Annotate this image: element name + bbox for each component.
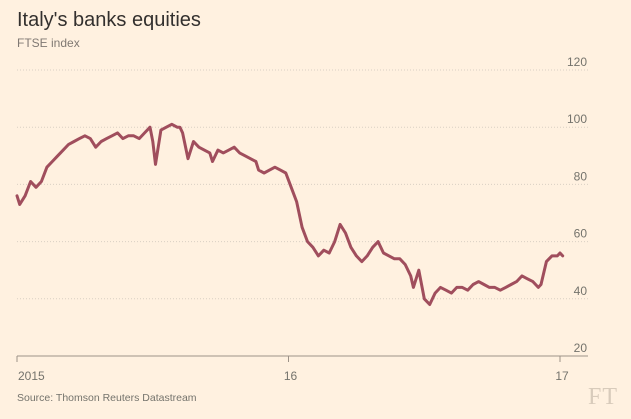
x-tick-label: 17 xyxy=(555,369,569,383)
chart-title: Italy's banks equities xyxy=(17,9,201,31)
y-tick-label: 40 xyxy=(574,284,588,298)
y-tick-label: 100 xyxy=(567,112,587,126)
ft-logo: FT xyxy=(587,384,618,410)
x-tick-label: 16 xyxy=(284,369,298,383)
x-tick-label: 2015 xyxy=(18,369,45,383)
series-line xyxy=(15,122,565,306)
y-tick-label: 60 xyxy=(574,227,588,241)
y-tick-label: 120 xyxy=(567,55,587,69)
y-tick-label: 80 xyxy=(574,169,588,183)
y-tick-label: 20 xyxy=(574,341,588,355)
source-note: Source: Thomson Reuters Datastream xyxy=(17,392,197,404)
chart-subtitle: FTSE index xyxy=(17,36,80,50)
